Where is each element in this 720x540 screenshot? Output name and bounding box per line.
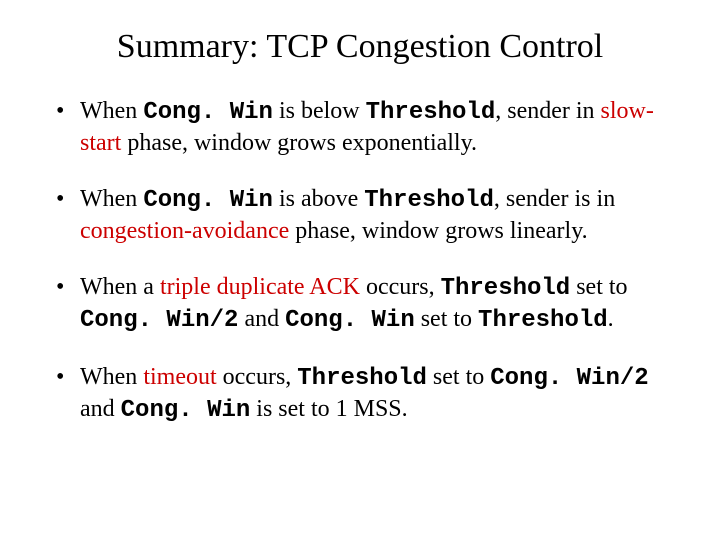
text-run: is above	[273, 186, 364, 212]
code-run: Threshold	[366, 99, 496, 126]
text-run: When	[80, 186, 143, 212]
code-run: Cong. Win	[143, 99, 273, 126]
text-run: phase, window grows linearly.	[289, 218, 587, 244]
text-run: occurs,	[360, 274, 441, 300]
highlight-run: congestion-avoidance	[80, 218, 289, 244]
text-run: set to	[570, 274, 627, 300]
code-run: Threshold	[478, 307, 608, 334]
code-run: Cong. Win	[143, 187, 273, 214]
text-run: set to	[415, 306, 478, 332]
slide: Summary: TCP Congestion Control When Con…	[0, 0, 720, 540]
bullet-item: When timeout occurs, Threshold set to Co…	[52, 362, 668, 426]
highlight-run: triple duplicate ACK	[160, 274, 360, 300]
bullet-list: When Cong. Win is below Threshold, sende…	[52, 96, 668, 426]
text-run: .	[608, 306, 614, 332]
code-run: Cong. Win/2	[490, 365, 648, 392]
code-run: Threshold	[364, 187, 494, 214]
code-run: Cong. Win	[121, 397, 251, 424]
text-run: occurs,	[217, 364, 298, 390]
code-run: Cong. Win/2	[80, 307, 238, 334]
code-run: Threshold	[441, 275, 571, 302]
text-run: When	[80, 364, 143, 390]
text-run: , sender in	[495, 98, 600, 124]
text-run: When	[80, 98, 143, 124]
text-run: set to	[427, 364, 490, 390]
slide-title: Summary: TCP Congestion Control	[52, 28, 668, 66]
highlight-run: timeout	[143, 364, 216, 390]
text-run: phase, window grows exponentially.	[121, 130, 477, 156]
bullet-item: When a triple duplicate ACK occurs, Thre…	[52, 272, 668, 336]
bullet-item: When Cong. Win is above Threshold, sende…	[52, 184, 668, 246]
text-run: and	[238, 306, 285, 332]
text-run: When a	[80, 274, 160, 300]
text-run: is below	[273, 98, 366, 124]
text-run: is set to 1 MSS.	[250, 396, 407, 422]
code-run: Cong. Win	[285, 307, 415, 334]
text-run: and	[80, 396, 121, 422]
code-run: Threshold	[297, 365, 427, 392]
bullet-item: When Cong. Win is below Threshold, sende…	[52, 96, 668, 158]
text-run: , sender is in	[494, 186, 615, 212]
